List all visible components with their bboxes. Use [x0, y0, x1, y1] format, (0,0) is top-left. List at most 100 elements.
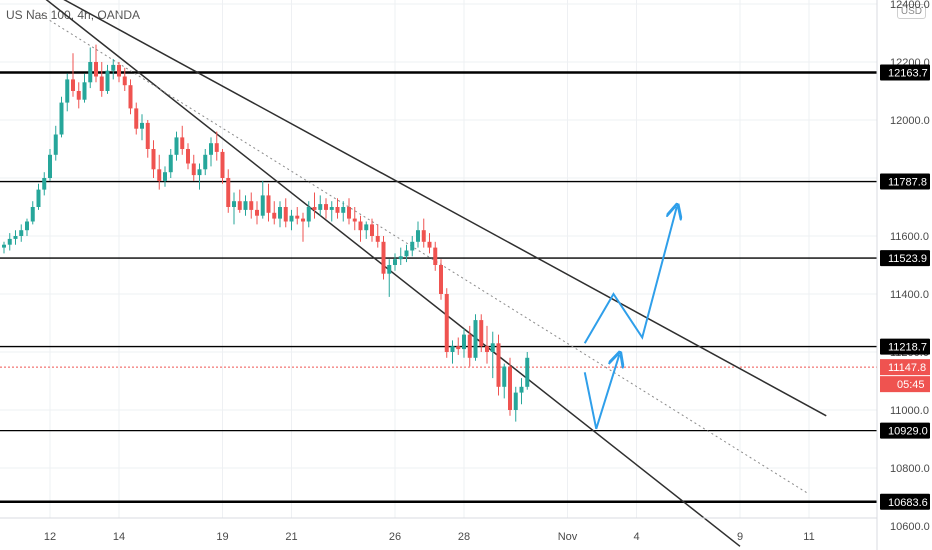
candle[interactable] — [427, 233, 432, 254]
candle[interactable] — [82, 73, 87, 103]
candle[interactable] — [513, 386, 518, 422]
candle[interactable] — [151, 140, 156, 178]
candle[interactable] — [306, 201, 311, 228]
candle[interactable] — [25, 218, 29, 236]
candle[interactable] — [283, 198, 288, 228]
candle[interactable] — [186, 143, 190, 170]
candle[interactable] — [525, 352, 530, 390]
candle[interactable] — [364, 221, 369, 239]
candle[interactable] — [42, 172, 47, 196]
candle[interactable] — [180, 125, 185, 155]
projection-arrow[interactable] — [583, 207, 677, 344]
candle[interactable] — [59, 96, 64, 138]
candle[interactable] — [237, 189, 242, 213]
candle[interactable] — [358, 215, 363, 242]
candle[interactable] — [467, 325, 472, 367]
candle[interactable] — [278, 201, 282, 228]
candle[interactable] — [65, 73, 70, 112]
candle[interactable] — [301, 212, 305, 242]
candle[interactable] — [53, 125, 58, 161]
candle[interactable] — [88, 47, 93, 89]
candle[interactable] — [243, 195, 248, 216]
candle[interactable] — [7, 233, 12, 251]
candle[interactable] — [105, 64, 110, 94]
candle[interactable] — [94, 44, 98, 83]
candle[interactable] — [352, 207, 357, 231]
candle[interactable] — [255, 201, 259, 225]
candle[interactable] — [433, 241, 438, 271]
candle[interactable] — [479, 314, 484, 352]
candle[interactable] — [117, 62, 121, 83]
candle[interactable] — [272, 201, 277, 225]
candle[interactable] — [214, 131, 219, 161]
candle[interactable] — [519, 378, 524, 405]
candle[interactable] — [485, 325, 489, 364]
channel-upper-line[interactable] — [62, 0, 827, 417]
candle[interactable] — [71, 53, 75, 97]
candle[interactable] — [111, 59, 116, 80]
candle[interactable] — [168, 149, 173, 178]
projection-arrow[interactable] — [583, 355, 620, 430]
candle[interactable] — [318, 195, 323, 216]
candle[interactable] — [347, 198, 351, 225]
candle[interactable] — [295, 207, 300, 225]
candle[interactable] — [456, 337, 461, 355]
candle[interactable] — [174, 131, 179, 161]
candle[interactable] — [324, 198, 328, 219]
candle[interactable] — [393, 253, 397, 271]
candle[interactable] — [36, 183, 41, 210]
candle[interactable] — [312, 192, 317, 219]
currency-badge[interactable]: USD — [896, 4, 926, 19]
candle[interactable] — [128, 79, 133, 115]
candle[interactable] — [157, 154, 162, 190]
candle[interactable] — [421, 218, 426, 248]
candle[interactable] — [329, 201, 334, 222]
candle[interactable] — [232, 192, 236, 225]
candle[interactable] — [76, 82, 81, 109]
candle[interactable] — [404, 244, 409, 263]
candle[interactable] — [444, 288, 449, 358]
candle[interactable] — [462, 328, 466, 358]
channel-lower-line[interactable] — [4, 0, 741, 547]
candle[interactable] — [387, 259, 392, 297]
candle[interactable] — [13, 230, 18, 245]
candle[interactable] — [197, 163, 202, 190]
candle[interactable] — [335, 198, 340, 219]
candle[interactable] — [145, 120, 150, 158]
candle[interactable] — [203, 149, 208, 176]
candle[interactable] — [163, 166, 167, 187]
candle[interactable] — [410, 236, 415, 257]
candle[interactable] — [375, 224, 380, 248]
candle[interactable] — [439, 259, 443, 300]
channel-middle-line[interactable] — [32, 9, 810, 495]
candle[interactable] — [220, 149, 225, 184]
candle[interactable] — [473, 314, 478, 361]
candle[interactable] — [209, 137, 213, 167]
candle[interactable] — [508, 357, 512, 416]
symbol-header[interactable]: US Nas 100, 4h, OANDA — [6, 8, 141, 22]
candle[interactable] — [2, 241, 6, 254]
candle[interactable] — [381, 236, 386, 280]
candle[interactable] — [140, 114, 144, 141]
candle[interactable] — [122, 67, 127, 91]
candle[interactable] — [289, 209, 294, 231]
candle[interactable] — [490, 331, 495, 379]
candle[interactable] — [496, 334, 501, 396]
candle[interactable] — [341, 201, 346, 222]
candle[interactable] — [502, 363, 507, 399]
candle[interactable] — [30, 201, 35, 225]
candle[interactable] — [134, 102, 139, 135]
candle[interactable] — [370, 218, 374, 242]
candle[interactable] — [416, 221, 420, 248]
candle[interactable] — [48, 149, 52, 181]
candle[interactable] — [249, 192, 254, 219]
candle[interactable] — [19, 224, 24, 242]
candle[interactable] — [266, 183, 271, 222]
candle[interactable] — [191, 154, 196, 181]
candle[interactable] — [99, 62, 104, 97]
candle[interactable] — [450, 340, 455, 364]
candle[interactable] — [226, 169, 231, 213]
candle[interactable] — [260, 180, 265, 219]
candle[interactable] — [398, 247, 403, 265]
